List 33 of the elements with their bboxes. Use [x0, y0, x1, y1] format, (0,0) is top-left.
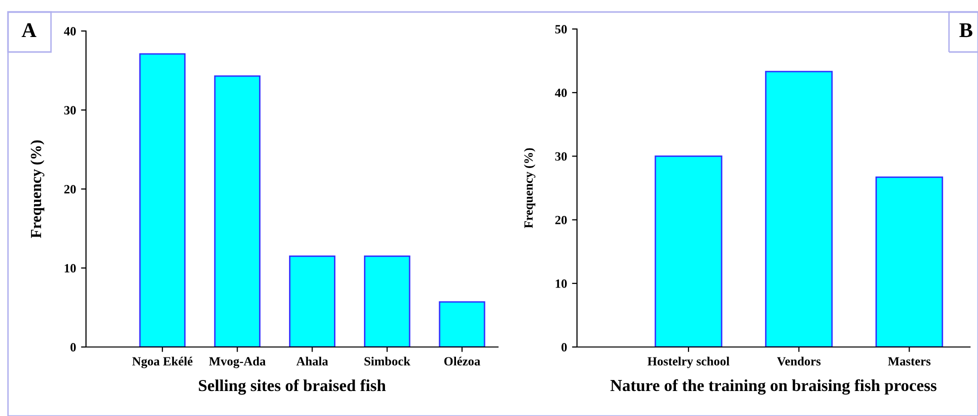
bar — [364, 255, 410, 347]
bar — [214, 75, 260, 347]
bar — [654, 156, 722, 347]
x-tick-label: Hostelry school — [648, 356, 730, 368]
bar — [438, 301, 486, 347]
x-tick-label: Olézoa — [444, 356, 480, 366]
y-tick-label: 10 — [64, 264, 76, 272]
x-tick-label: Vendors — [777, 356, 821, 366]
x-tick-label: Simbock — [364, 356, 410, 366]
x-tick-label: Ngoa Ekélé — [132, 356, 192, 368]
bar — [289, 255, 336, 347]
annotation: B — [959, 23, 972, 38]
bar — [139, 53, 186, 347]
bar — [765, 70, 833, 347]
y-tick-label: 30 — [64, 106, 76, 114]
y-tick-label: 10 — [556, 279, 567, 288]
y-tick-label: 20 — [555, 216, 567, 224]
text: A — [22, 23, 36, 38]
y-tick-label: 20 — [64, 185, 76, 194]
y-tick-label: 0 — [70, 343, 76, 352]
y-tick-label: 0 — [562, 343, 567, 352]
x-axis-title: Nature of the training on braising fish process — [610, 379, 936, 395]
y-tick-label: 50 — [555, 25, 567, 34]
x-axis-title: Selling sites of braised fish — [198, 379, 386, 395]
x-tick-label: Masters — [888, 357, 930, 366]
y-axis-title: Frequency (%) — [30, 140, 44, 238]
y-tick-label: 40 — [554, 88, 567, 98]
y-axis-title: Frequency (%) — [524, 148, 536, 228]
bar — [875, 176, 944, 347]
y-tick-label: 40 — [64, 27, 76, 36]
x-tick-label: Mvog-Ada — [209, 356, 266, 368]
y-tick-label: 30 — [555, 152, 567, 161]
x-tick-label: Ahala — [296, 356, 328, 366]
